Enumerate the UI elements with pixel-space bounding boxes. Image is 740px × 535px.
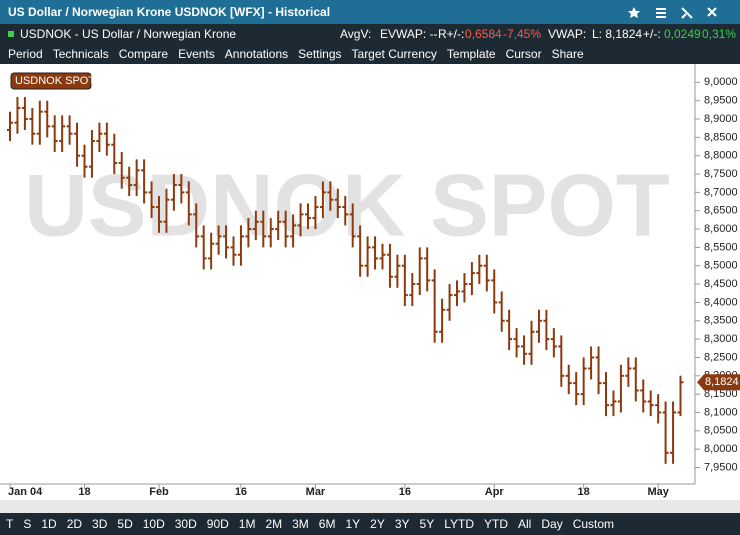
x-tick-label: Mar: [306, 486, 326, 498]
y-tick-label: 8,8500: [704, 131, 738, 143]
period-button[interactable]: 30D: [174, 517, 197, 531]
y-tick-label: 8,9000: [704, 113, 738, 125]
y-tick-label: 8,9500: [704, 95, 738, 107]
change-value: 0,0249: [664, 27, 701, 41]
period-button[interactable]: Custom: [572, 517, 615, 531]
last-value-tag: [697, 374, 740, 391]
y-tick-label: 8,5000: [704, 260, 738, 272]
range-label: R+/-:: [438, 27, 465, 41]
menu-bar: Period Technicals Compare Events Annotations…: [0, 44, 740, 64]
period-button[interactable]: S: [23, 517, 32, 531]
period-button[interactable]: 1D: [41, 517, 57, 531]
window-controls: [628, 7, 717, 19]
y-tick-label: 8,4000: [704, 296, 738, 308]
range-value: 0,6584: [465, 27, 502, 41]
y-tick-label: 8,6500: [704, 205, 738, 217]
change-pct: 0,31%: [702, 27, 737, 41]
y-tick-label: 8,3500: [704, 315, 738, 327]
range-pct: -7,45%: [503, 27, 542, 41]
period-button[interactable]: 1M: [238, 517, 256, 531]
menu-button[interactable]: [656, 8, 666, 10]
period-button[interactable]: 3D: [92, 517, 108, 531]
period-button[interactable]: 10D: [142, 517, 165, 531]
scrollbar[interactable]: [0, 500, 740, 513]
last-value-label: 8,1824: [705, 376, 739, 388]
instrument: USDNOK - US Dollar / Norwegian Krone: [20, 27, 237, 41]
change-label: +/-:: [643, 27, 661, 41]
period-button[interactable]: T: [6, 517, 14, 531]
y-tick-label: 8,5500: [704, 241, 738, 253]
y-tick-label: 8,7500: [704, 168, 738, 180]
close-button[interactable]: [707, 7, 717, 17]
status-dot: [8, 31, 14, 37]
y-tick-label: 9,0000: [704, 76, 738, 88]
y-tick-label: 8,6000: [704, 223, 738, 235]
period-button[interactable]: 3M: [292, 517, 309, 531]
menu-item[interactable]: Annotations: [224, 47, 289, 61]
period-button[interactable]: 90D: [206, 517, 229, 531]
period-button[interactable]: 5D: [117, 517, 133, 531]
watermark: USDNOK SPOT: [24, 155, 669, 254]
menu-button-line: [656, 12, 666, 14]
menu-button-line: [656, 16, 666, 18]
y-tick-label: 8,8000: [704, 150, 738, 162]
menu-item[interactable]: Cursor: [505, 47, 542, 61]
x-tick-label: 16: [399, 486, 411, 498]
period-button[interactable]: 2M: [265, 517, 283, 531]
menu-item[interactable]: Technicals: [52, 47, 109, 61]
y-tick-label: 8,3000: [704, 333, 738, 345]
menu-item[interactable]: Settings: [298, 47, 342, 61]
legend-box: [10, 72, 92, 90]
x-tick-label: 18: [578, 486, 590, 498]
menu-item[interactable]: Compare: [118, 47, 169, 61]
x-tick-label: Feb: [149, 486, 169, 498]
y-tick-label: 8,7000: [704, 186, 738, 198]
y-tick-label: 8,2500: [704, 351, 738, 363]
evwap: EVWAP: --: [380, 27, 438, 41]
period-button[interactable]: All: [518, 517, 532, 531]
x-tick-label: May: [647, 486, 669, 498]
chart-background: [0, 64, 740, 513]
period-button[interactable]: 5Y: [419, 517, 435, 531]
period-button[interactable]: 3Y: [394, 517, 410, 531]
x-tick-label: 16: [235, 486, 247, 498]
unlink-button[interactable]: [681, 7, 693, 19]
period-bar: T S 1D 2D 3D 5D 10D 30D 90D 1M 2M 3M 6M 1Y 2Y 3Y 5Y LYTD Y…: [0, 513, 740, 535]
vwap: VWAP:: [548, 27, 587, 41]
menu-item[interactable]: Share: [551, 47, 584, 61]
period-button[interactable]: YTD: [484, 517, 509, 531]
menu-item[interactable]: Period: [8, 47, 43, 61]
favorite-button[interactable]: [628, 7, 640, 18]
menu-item[interactable]: Events: [178, 47, 215, 61]
period-button[interactable]: 6M: [318, 517, 336, 531]
y-tick-label: 8,1000: [704, 406, 738, 418]
info-bar: USDNOK - US Dollar / Norwegian Krone Avg…: [0, 24, 740, 44]
last: L: 8,1824: [592, 27, 643, 41]
chart: USDNOK SPOT 7,9500 8,0000 8,0500 8,1000 8,150…: [0, 64, 740, 513]
y-tick-label: 7,9500: [704, 461, 738, 473]
period-button[interactable]: LYTD: [444, 517, 475, 531]
y-tick-label: 8,4500: [704, 278, 738, 290]
title-bar: US Dollar / Norwegian Krone USDNOK [WFX]…: [0, 0, 740, 24]
period-button[interactable]: 2Y: [370, 517, 385, 531]
x-tick-label: Apr: [485, 486, 505, 498]
x-tick-label: 18: [78, 486, 90, 498]
menu-item[interactable]: Target Currency: [351, 47, 437, 61]
x-tick-label: Jan 04: [8, 486, 43, 498]
period-button[interactable]: 1Y: [345, 517, 361, 531]
legend-label: USDNOK SPOT: [15, 75, 95, 87]
window-title: US Dollar / Norwegian Krone USDNOK [WFX]…: [8, 5, 331, 19]
y-tick-label: 8,0000: [704, 443, 738, 455]
menu-item[interactable]: Template: [446, 47, 496, 61]
y-tick-label: 8,1500: [704, 388, 738, 400]
period-button[interactable]: 2D: [66, 517, 83, 531]
y-tick-label: 8,0500: [704, 425, 738, 437]
period-button[interactable]: Day: [541, 517, 563, 531]
avgv: AvgV:: [340, 27, 372, 41]
